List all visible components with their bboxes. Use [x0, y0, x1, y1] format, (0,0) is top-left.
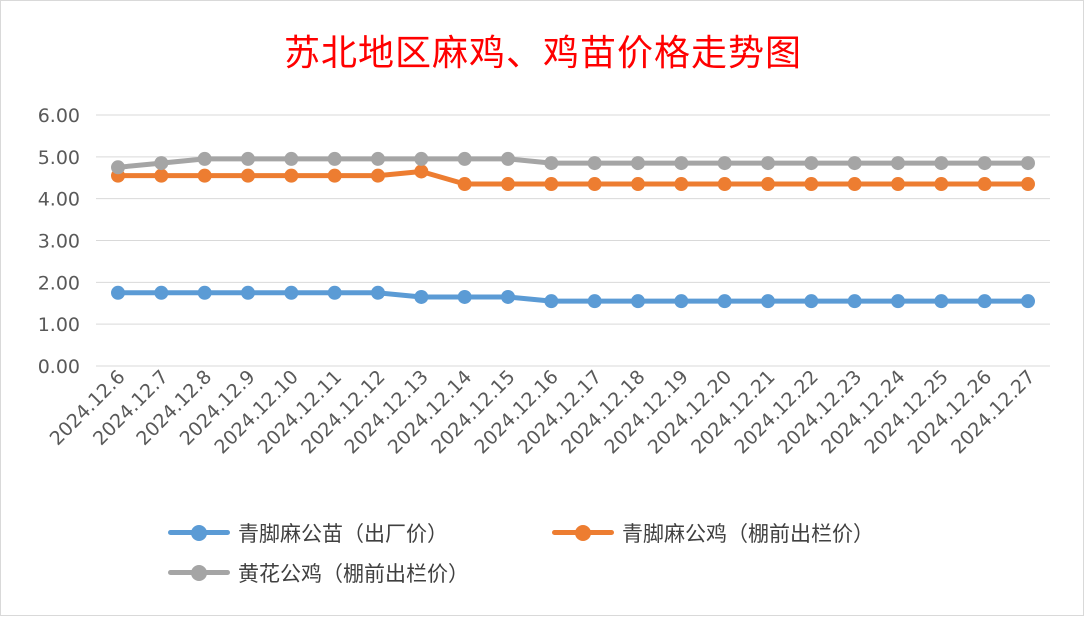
- chart-title: 苏北地区麻鸡、鸡苗价格走势图: [283, 33, 802, 74]
- series-2-point: [934, 177, 949, 192]
- legend-item-3: 黄花公鸡（棚前出栏价）: [168, 558, 469, 588]
- series-2-point: [891, 177, 905, 192]
- series-3-point: [111, 160, 125, 175]
- series-1-point: [327, 285, 342, 300]
- legend-label: 青脚麻公苗（出厂价）: [238, 522, 448, 546]
- series-3-point: [804, 156, 819, 171]
- legend-item-1: 青脚麻公苗（出厂价）: [168, 518, 448, 548]
- series-2-point: [674, 177, 689, 192]
- series-2-point: [154, 168, 169, 183]
- y-tick-label: 5.00: [38, 147, 80, 169]
- series-1-point: [934, 294, 949, 309]
- series-2-point: [977, 177, 992, 192]
- series-2-point: [804, 177, 819, 192]
- y-tick-label: 0.00: [38, 356, 80, 378]
- series-3-point: [371, 151, 385, 166]
- series-1-point: [977, 294, 992, 309]
- series-3-point: [847, 156, 862, 171]
- series-1-point: [761, 294, 775, 309]
- legend-item-2: 青脚麻公鸡（棚前出栏价）: [552, 518, 874, 548]
- series-3-point: [1021, 156, 1035, 171]
- series-1-point: [457, 289, 472, 304]
- series-1-point: [804, 294, 819, 309]
- series-2-point: [544, 177, 559, 192]
- series-1-point: [1021, 294, 1035, 309]
- series-1-point: [891, 294, 905, 309]
- series-1-point: [154, 285, 169, 300]
- series-2-point: [327, 168, 342, 183]
- series-1-point: [284, 285, 299, 300]
- series-2-point: [501, 177, 515, 192]
- series-3-point: [891, 156, 905, 171]
- series-1-point: [197, 285, 212, 300]
- series-1-point: [587, 294, 602, 309]
- y-tick-label: 2.00: [38, 272, 80, 294]
- y-tick-label: 4.00: [38, 189, 80, 211]
- series-3-point: [457, 151, 472, 166]
- legend-label: 青脚麻公鸡（棚前出栏价）: [622, 522, 874, 546]
- series-3-point: [544, 156, 559, 171]
- series-3-point: [154, 156, 169, 171]
- series-2-point: [414, 164, 429, 179]
- series-1-point: [414, 289, 429, 304]
- series-2-point: [761, 177, 775, 192]
- series-2-point: [587, 177, 602, 192]
- series-2-point: [197, 168, 212, 183]
- series-2-point: [631, 177, 645, 192]
- y-tick-label: 3.00: [38, 231, 80, 253]
- series-3-point: [197, 151, 212, 166]
- series-3-point: [761, 156, 775, 171]
- series-3-point: [934, 156, 949, 171]
- series-2-point: [717, 177, 732, 192]
- series-1-point: [674, 294, 689, 309]
- series-1-point: [847, 294, 862, 309]
- series-3-point: [587, 156, 602, 171]
- legend-swatch: [168, 558, 230, 588]
- series-1-point: [544, 294, 559, 309]
- series-line-2: [115, 168, 1031, 187]
- series-3-point: [284, 151, 299, 166]
- series-2-point: [284, 168, 299, 183]
- series-2-point: [1021, 177, 1035, 192]
- series-1-point: [501, 289, 515, 304]
- y-tick-label: 1.00: [38, 314, 80, 336]
- series-3-point: [501, 151, 515, 166]
- series-line-3: [115, 156, 1031, 170]
- series-1-point: [241, 285, 255, 300]
- series-3-point: [327, 151, 342, 166]
- series-2-point: [371, 168, 385, 183]
- legend-label: 黄花公鸡（棚前出栏价）: [238, 562, 469, 586]
- series-2-point: [241, 168, 255, 183]
- legend-swatch: [168, 518, 230, 548]
- series-3-point: [717, 156, 732, 171]
- series-3-point: [631, 156, 645, 171]
- series-line-1: [115, 290, 1031, 304]
- series-1-point: [371, 285, 385, 300]
- series-2-point: [457, 177, 472, 192]
- series-3-point: [414, 151, 429, 166]
- series-3-point: [977, 156, 992, 171]
- series-2-point: [847, 177, 862, 192]
- series-3-point: [241, 151, 255, 166]
- series-3-point: [674, 156, 689, 171]
- y-tick-label: 6.00: [38, 105, 80, 127]
- series-1-point: [717, 294, 732, 309]
- series-1-point: [631, 294, 645, 309]
- series-1-point: [111, 285, 125, 300]
- legend-swatch: [552, 518, 614, 548]
